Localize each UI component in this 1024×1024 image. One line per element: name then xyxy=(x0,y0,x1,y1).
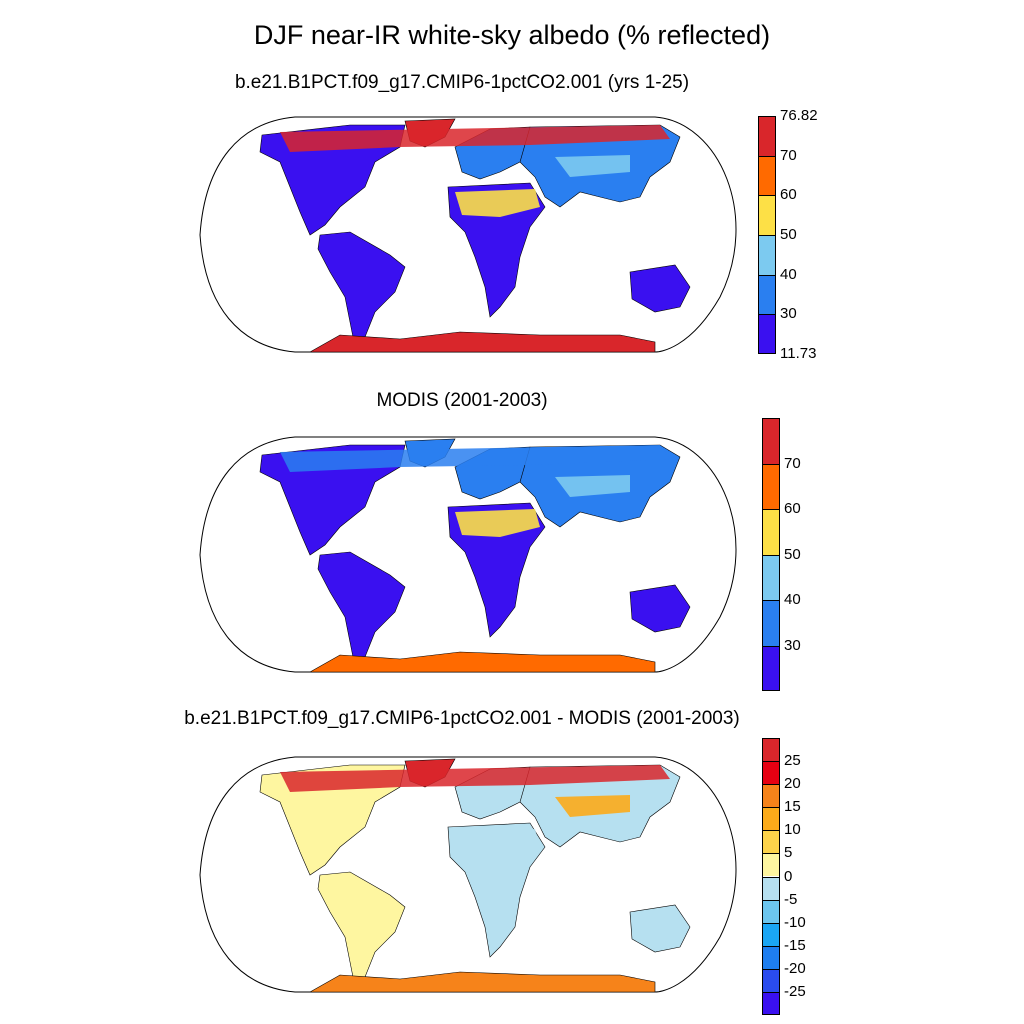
panel-diff-title: b.e21.B1PCT.f09_g17.CMIP6-1pctCO2.001 - … xyxy=(184,708,740,729)
colorbar-tick-label: 40 xyxy=(784,591,801,608)
colorbar-tick-label: 15 xyxy=(784,798,801,816)
colorbar-swatch xyxy=(762,807,780,831)
colorbar-tick-label: 70 xyxy=(784,454,801,472)
colorbar-tick-label: 60 xyxy=(784,500,801,517)
colorbar-swatch xyxy=(762,784,780,808)
colorbar-obs: 30 40 50 60 70 xyxy=(762,418,801,691)
panel-obs-title: MODIS (2001-2003) xyxy=(376,390,548,411)
colorbar-swatch xyxy=(762,991,780,1015)
colorbar-tick-label: 5 xyxy=(784,844,793,862)
colorbar-swatch xyxy=(762,509,780,555)
colorbar-swatch xyxy=(762,830,780,854)
map-panel xyxy=(199,116,737,353)
colorbar-tick-label: 30 xyxy=(780,305,797,323)
map-panel xyxy=(199,756,737,993)
colorbar-tick-label: 0 xyxy=(784,867,793,885)
colorbar-tick-label: 50 xyxy=(780,226,797,243)
colorbar-tick-label: -20 xyxy=(784,959,806,977)
colorbar-swatch xyxy=(758,195,776,235)
colorbar-tick-label: 11.73 xyxy=(780,345,817,362)
colorbar-model: 11.73 30 40 50 60 70 76.82 xyxy=(758,108,818,362)
figure-title: DJF near-IR white-sky albedo (% reflecte… xyxy=(253,20,771,50)
colorbar-tick-label: 76.82 xyxy=(780,107,818,124)
colorbar-tick-label: 10 xyxy=(784,821,801,839)
colorbar-tick-label: -15 xyxy=(784,936,806,954)
colorbar-swatch xyxy=(762,876,780,900)
colorbar-tick-label: 50 xyxy=(784,545,801,563)
map-panel xyxy=(199,436,737,673)
colorbar-frame xyxy=(762,418,780,691)
colorbar-swatch xyxy=(762,554,780,600)
colorbar-swatch xyxy=(762,899,780,923)
colorbar-tick-label: 30 xyxy=(784,636,801,654)
colorbar-tick-label: 40 xyxy=(780,265,797,283)
colorbar-diff: -25 -20 -15 -10 -5 0 5 10 15 20 25 xyxy=(762,738,806,1015)
colorbar-swatch xyxy=(762,968,780,992)
colorbar-swatch xyxy=(762,853,780,877)
colorbar-swatch xyxy=(762,761,780,785)
colorbar-tick-label: -25 xyxy=(784,982,806,1000)
panel-model-title: b.e21.B1PCT.f09_g17.CMIP6-1pctCO2.001 (y… xyxy=(234,72,690,93)
colorbar-frame xyxy=(762,738,780,1015)
colorbar-tick-label: 25 xyxy=(784,752,801,770)
colorbar-swatch xyxy=(758,274,776,315)
colorbar-swatch xyxy=(758,235,776,275)
colorbar-swatch xyxy=(762,945,780,969)
colorbar-tick-label: 20 xyxy=(784,775,801,793)
colorbar-frame xyxy=(758,116,776,354)
colorbar-swatch xyxy=(762,922,780,946)
colorbar-swatch xyxy=(762,463,780,509)
colorbar-tick-label: -5 xyxy=(784,890,798,908)
colorbar-tick-label: -10 xyxy=(784,913,806,931)
colorbar-swatch xyxy=(758,155,776,196)
colorbar-swatch xyxy=(762,600,780,646)
colorbar-swatch xyxy=(758,314,776,354)
colorbar-tick-label: 60 xyxy=(780,186,797,204)
colorbar-tick-label: 70 xyxy=(780,146,797,164)
colorbar-swatch xyxy=(762,645,780,691)
